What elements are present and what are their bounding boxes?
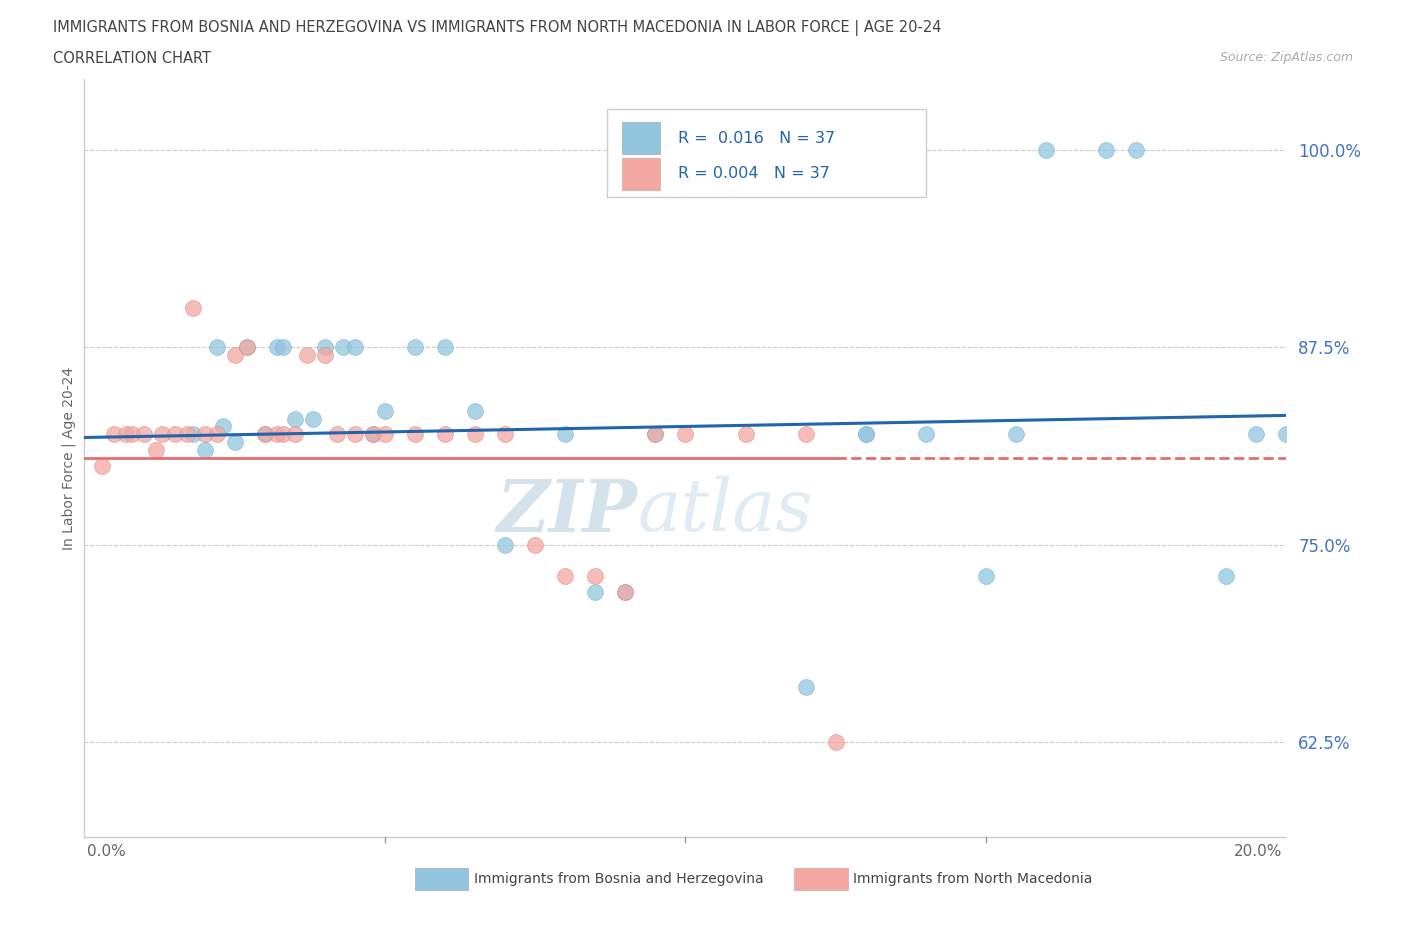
Point bbox=[115, 427, 138, 442]
Point bbox=[314, 340, 336, 355]
Text: R = 0.004   N = 37: R = 0.004 N = 37 bbox=[678, 166, 830, 181]
Point bbox=[284, 427, 307, 442]
Point bbox=[235, 340, 257, 355]
Text: 20.0%: 20.0% bbox=[1234, 844, 1282, 859]
Point bbox=[583, 585, 606, 600]
Text: atlas: atlas bbox=[637, 476, 813, 546]
Point bbox=[614, 585, 637, 600]
Point bbox=[644, 427, 666, 442]
Point bbox=[1035, 142, 1057, 157]
Point bbox=[1275, 427, 1298, 442]
Point bbox=[91, 458, 114, 473]
Point bbox=[194, 427, 217, 442]
Point bbox=[361, 427, 384, 442]
Point bbox=[343, 340, 366, 355]
Point bbox=[271, 427, 294, 442]
Text: IMMIGRANTS FROM BOSNIA AND HERZEGOVINA VS IMMIGRANTS FROM NORTH MACEDONIA IN LAB: IMMIGRANTS FROM BOSNIA AND HERZEGOVINA V… bbox=[53, 20, 942, 36]
Point bbox=[915, 427, 938, 442]
Point bbox=[266, 427, 288, 442]
Point bbox=[614, 585, 637, 600]
Point bbox=[404, 340, 426, 355]
Point bbox=[103, 427, 125, 442]
Text: ZIP: ZIP bbox=[496, 475, 637, 547]
Point bbox=[855, 427, 877, 442]
Point bbox=[524, 538, 547, 552]
Point bbox=[211, 419, 233, 434]
Point bbox=[404, 427, 426, 442]
Point bbox=[464, 404, 486, 418]
Text: 0.0%: 0.0% bbox=[87, 844, 127, 859]
Point bbox=[266, 340, 288, 355]
Point bbox=[205, 427, 228, 442]
Point bbox=[434, 427, 457, 442]
Point bbox=[794, 680, 817, 695]
Text: R =  0.016   N = 37: R = 0.016 N = 37 bbox=[678, 131, 835, 146]
Point bbox=[152, 427, 174, 442]
Point bbox=[464, 427, 486, 442]
Point bbox=[295, 348, 318, 363]
Point bbox=[145, 443, 167, 458]
FancyBboxPatch shape bbox=[621, 158, 661, 190]
Point bbox=[181, 300, 204, 315]
Point bbox=[675, 142, 697, 157]
Point bbox=[176, 427, 198, 442]
Point bbox=[1125, 142, 1147, 157]
Point bbox=[434, 340, 457, 355]
Point bbox=[734, 427, 756, 442]
Point bbox=[332, 340, 354, 355]
Y-axis label: In Labor Force | Age 20-24: In Labor Force | Age 20-24 bbox=[62, 366, 76, 550]
Point bbox=[494, 427, 516, 442]
Point bbox=[1005, 427, 1028, 442]
Point bbox=[974, 569, 997, 584]
Text: CORRELATION CHART: CORRELATION CHART bbox=[53, 51, 211, 66]
Point bbox=[824, 735, 846, 750]
Point bbox=[253, 427, 276, 442]
Point bbox=[554, 427, 576, 442]
Point bbox=[163, 427, 186, 442]
Point bbox=[134, 427, 156, 442]
Point bbox=[361, 427, 384, 442]
Point bbox=[301, 411, 323, 426]
Point bbox=[314, 348, 336, 363]
Point bbox=[794, 427, 817, 442]
Point bbox=[583, 569, 606, 584]
Point bbox=[121, 427, 143, 442]
Point bbox=[205, 340, 228, 355]
Point bbox=[224, 348, 246, 363]
Point bbox=[1246, 427, 1268, 442]
Point bbox=[1095, 142, 1118, 157]
Point bbox=[194, 443, 217, 458]
Point bbox=[224, 435, 246, 450]
Point bbox=[554, 569, 576, 584]
Point bbox=[326, 427, 349, 442]
Point bbox=[1215, 569, 1237, 584]
Point bbox=[675, 427, 697, 442]
Point bbox=[181, 427, 204, 442]
FancyBboxPatch shape bbox=[607, 110, 927, 196]
Point bbox=[284, 411, 307, 426]
Point bbox=[253, 427, 276, 442]
Point bbox=[855, 427, 877, 442]
Point bbox=[374, 427, 396, 442]
Point bbox=[374, 404, 396, 418]
Point bbox=[644, 427, 666, 442]
Text: Immigrants from Bosnia and Herzegovina: Immigrants from Bosnia and Herzegovina bbox=[474, 871, 763, 886]
Point bbox=[235, 340, 257, 355]
Text: Immigrants from North Macedonia: Immigrants from North Macedonia bbox=[853, 871, 1092, 886]
Point bbox=[271, 340, 294, 355]
Point bbox=[494, 538, 516, 552]
FancyBboxPatch shape bbox=[621, 122, 661, 154]
Point bbox=[343, 427, 366, 442]
Text: Source: ZipAtlas.com: Source: ZipAtlas.com bbox=[1219, 51, 1353, 64]
